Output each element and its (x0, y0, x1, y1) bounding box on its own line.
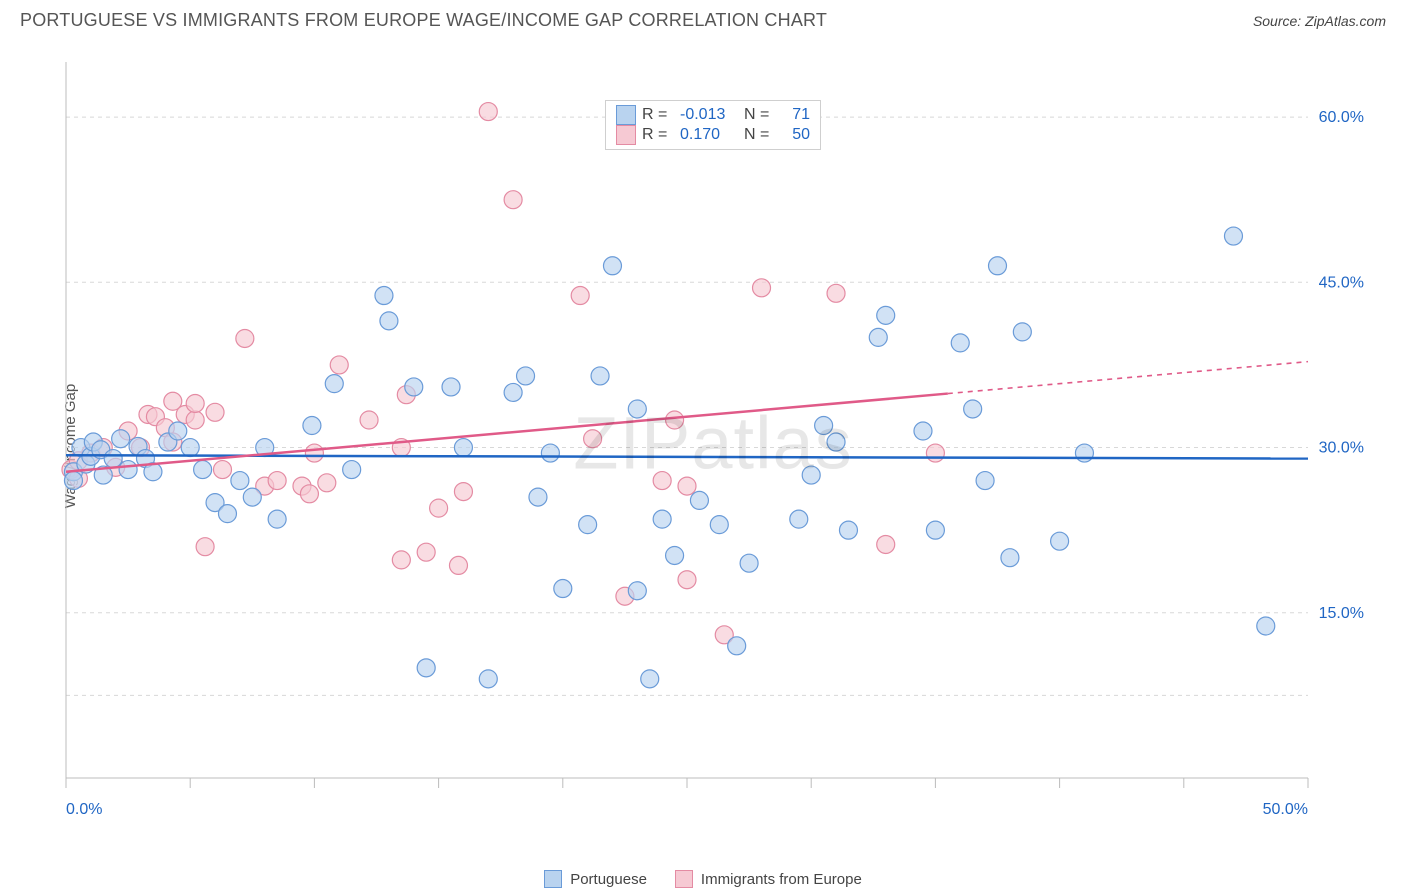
correlation-legend: R = -0.013 N = 71 R = 0.170 N = 50 (605, 100, 821, 150)
legend-swatch (616, 125, 636, 145)
svg-text:30.0%: 30.0% (1319, 440, 1364, 457)
legend-label: Immigrants from Europe (701, 871, 862, 888)
r-label: R = (642, 106, 674, 124)
legend-swatch (616, 105, 636, 125)
legend-item: Portuguese (544, 870, 647, 888)
chart-container: PORTUGUESE VS IMMIGRANTS FROM EUROPE WAG… (0, 0, 1406, 892)
chart-title: PORTUGUESE VS IMMIGRANTS FROM EUROPE WAG… (20, 10, 827, 31)
n-label: N = (744, 106, 776, 124)
svg-text:0.0%: 0.0% (66, 801, 102, 818)
legend-swatch (675, 870, 693, 888)
r-label: R = (642, 126, 674, 144)
legend-label: Portuguese (570, 871, 647, 888)
r-value: -0.013 (680, 106, 738, 124)
svg-text:50.0%: 50.0% (1263, 801, 1308, 818)
svg-text:45.0%: 45.0% (1319, 274, 1364, 291)
scatter-chart-svg: 0.0% 50.0% 15.0% 30.0% 45.0% 60.0% (48, 48, 1378, 838)
chart-area: 0.0%50.0%15.0%30.0%45.0%60.0% ZIPatlas R… (48, 48, 1378, 838)
r-value: 0.170 (680, 126, 738, 144)
n-label: N = (744, 126, 776, 144)
series-legend: Portuguese Immigrants from Europe (0, 870, 1406, 888)
legend-item: Immigrants from Europe (675, 870, 862, 888)
correlation-legend-row: R = 0.170 N = 50 (616, 125, 810, 145)
svg-text:60.0%: 60.0% (1319, 109, 1364, 126)
legend-swatch (544, 870, 562, 888)
source-attribution: Source: ZipAtlas.com (1253, 13, 1386, 29)
correlation-legend-row: R = -0.013 N = 71 (616, 105, 810, 125)
svg-text:15.0%: 15.0% (1319, 605, 1364, 622)
title-row: PORTUGUESE VS IMMIGRANTS FROM EUROPE WAG… (0, 0, 1406, 31)
n-value: 71 (782, 106, 810, 124)
n-value: 50 (782, 126, 810, 144)
